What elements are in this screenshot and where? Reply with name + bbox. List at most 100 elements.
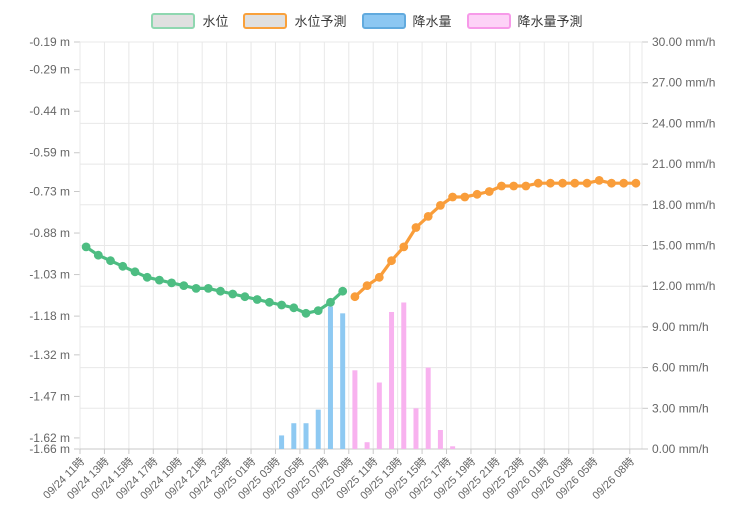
precipitation-forecast-bar[interactable]: [376, 382, 382, 449]
precipitation-bar[interactable]: [340, 313, 346, 449]
water-level-forecast-point[interactable]: [362, 281, 372, 290]
y-axis-label-right: 0.00 mm/h: [652, 442, 709, 456]
water-level-point[interactable]: [338, 286, 348, 296]
y-axis-label-left: -1.03 m: [29, 268, 70, 282]
water-level-forecast-point[interactable]: [374, 272, 384, 282]
y-axis-label-left: -0.73 m: [29, 185, 70, 199]
water-level-point[interactable]: [216, 286, 225, 296]
water-level-point[interactable]: [81, 242, 91, 252]
water-level-point[interactable]: [301, 308, 311, 318]
water-level-point[interactable]: [106, 256, 115, 266]
chart-legend: 水位 水位予測 降水量 降水量予測: [0, 13, 734, 29]
water-level-point[interactable]: [179, 281, 189, 290]
water-level-forecast-point[interactable]: [509, 181, 519, 191]
water-level-forecast-point[interactable]: [399, 242, 409, 252]
y-axis-label-left: -1.62 m: [29, 431, 70, 445]
water-level-forecast-point[interactable]: [521, 181, 531, 191]
water-level-forecast-point[interactable]: [631, 178, 641, 188]
precipitation-bar[interactable]: [303, 423, 309, 449]
water-level-forecast-point[interactable]: [546, 178, 555, 188]
y-axis-label-right: 24.00 mm/h: [652, 116, 715, 130]
water-level-point[interactable]: [130, 267, 140, 277]
y-axis-label-right: 27.00 mm/h: [652, 76, 715, 90]
water-level-forecast-point[interactable]: [497, 181, 506, 191]
legend-item-precipitation-forecast[interactable]: 降水量予測: [466, 13, 583, 29]
water-level-forecast-point[interactable]: [484, 187, 494, 196]
water-level-point[interactable]: [326, 297, 335, 307]
y-axis-label-right: 9.00 mm/h: [652, 320, 709, 334]
precipitation-forecast-swatch-icon: [466, 13, 511, 29]
water-level-forecast-point[interactable]: [448, 192, 457, 202]
water-level-point[interactable]: [240, 292, 250, 302]
legend-label: 水位: [202, 13, 229, 29]
y-axis-label-right: 3.00 mm/h: [652, 401, 709, 415]
water-level-point[interactable]: [277, 300, 286, 310]
water-level-point[interactable]: [93, 250, 103, 260]
water-level-forecast-point[interactable]: [619, 178, 629, 188]
y-axis-label-left: -0.29 m: [29, 63, 70, 77]
water-level-line[interactable]: [84, 245, 345, 315]
y-axis-label-left: -1.66 m: [29, 442, 70, 456]
precipitation-forecast-bar[interactable]: [450, 446, 456, 449]
legend-label: 降水量予測: [517, 13, 583, 29]
y-axis-label-right: 15.00 mm/h: [652, 239, 715, 253]
water-level-point[interactable]: [191, 284, 201, 293]
water-level-forecast-point[interactable]: [570, 178, 580, 188]
water-level-forecast-point[interactable]: [436, 201, 445, 210]
precipitation-forecast-bar[interactable]: [425, 367, 431, 449]
precipitation-forecast-bar[interactable]: [364, 442, 370, 449]
water-level-forecast-point[interactable]: [558, 178, 567, 188]
water-level-point[interactable]: [252, 295, 262, 304]
water-level-forecast-point[interactable]: [607, 178, 616, 188]
y-axis-label-left: -0.19 m: [29, 35, 70, 49]
water-level-point[interactable]: [155, 275, 164, 285]
precipitation-forecast-bar[interactable]: [437, 430, 443, 449]
precipitation-swatch-icon: [361, 13, 406, 29]
precipitation-forecast-bar[interactable]: [389, 311, 395, 449]
water-level-forecast-point[interactable]: [594, 176, 604, 185]
water-level-swatch-icon: [151, 13, 196, 29]
y-axis-label-right: 12.00 mm/h: [652, 279, 715, 293]
water-level-point[interactable]: [265, 297, 274, 307]
water-level-point[interactable]: [167, 278, 177, 288]
y-axis-label-left: -1.32 m: [29, 348, 70, 362]
y-axis-label-left: -0.44 m: [29, 104, 70, 118]
y-axis-label-left: -0.59 m: [29, 146, 70, 160]
y-axis-label-right: 30.00 mm/h: [652, 35, 715, 49]
precipitation-forecast-bar[interactable]: [352, 370, 358, 449]
legend-item-precipitation[interactable]: 降水量: [361, 13, 452, 29]
y-axis-label-left: -0.88 m: [29, 226, 70, 240]
water-level-point[interactable]: [313, 306, 323, 315]
legend-item-water-level-forecast[interactable]: 水位予測: [243, 13, 347, 29]
water-level-point[interactable]: [228, 289, 238, 299]
water-level-forecast-point[interactable]: [423, 212, 433, 221]
water-level-forecast-point[interactable]: [582, 178, 592, 188]
y-axis-label-left: -1.18 m: [29, 309, 70, 323]
water-level-forecast-point[interactable]: [533, 178, 543, 188]
precipitation-forecast-bar[interactable]: [401, 302, 407, 449]
y-axis-label-right: 21.00 mm/h: [652, 157, 715, 171]
water-level-forecast-point[interactable]: [411, 223, 421, 232]
precipitation-forecast-bar[interactable]: [413, 408, 419, 449]
precipitation-bar[interactable]: [327, 306, 333, 449]
water-level-point[interactable]: [142, 272, 152, 282]
precipitation-bar[interactable]: [291, 423, 297, 449]
y-axis-label-right: 18.00 mm/h: [652, 198, 715, 212]
legend-label: 降水量: [412, 13, 452, 29]
water-level-point[interactable]: [203, 284, 213, 293]
water-level-point[interactable]: [289, 303, 299, 313]
water-level-point[interactable]: [118, 261, 128, 271]
y-axis-label-right: 6.00 mm/h: [652, 361, 709, 375]
legend-item-water-level[interactable]: 水位: [151, 13, 228, 29]
legend-label: 水位予測: [294, 13, 347, 29]
water-level-forecast-swatch-icon: [243, 13, 288, 29]
precipitation-bar[interactable]: [315, 409, 321, 449]
water-level-forecast-point[interactable]: [472, 189, 482, 199]
water-level-forecast-point[interactable]: [350, 292, 360, 302]
water-level-forecast-point[interactable]: [460, 192, 470, 202]
water-level-forecast-point[interactable]: [387, 256, 396, 266]
precipitation-bar[interactable]: [279, 435, 285, 449]
y-axis-label-left: -1.47 m: [29, 389, 70, 403]
